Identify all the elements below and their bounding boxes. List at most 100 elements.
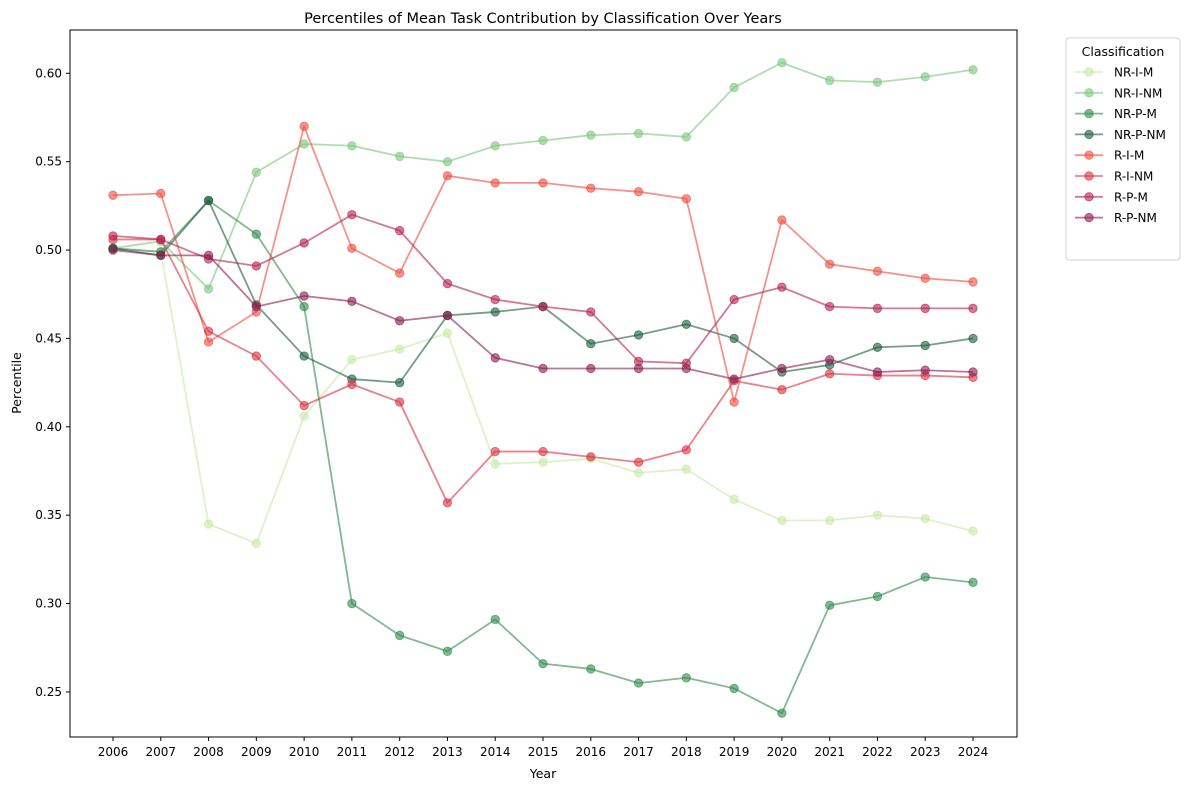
y-tick-label: 0.35 [35,508,62,522]
data-point [586,363,596,374]
data-point [968,526,978,536]
x-axis-label: Year [529,766,557,781]
series-nr-p-m [108,195,978,718]
legend-swatch-marker [1084,129,1094,140]
data-point [824,75,835,86]
data-point [299,301,309,312]
data-point [442,498,453,508]
data-point [777,708,787,718]
data-point [442,328,453,338]
data-point [347,296,357,307]
data-point [299,238,309,248]
data-point [108,190,118,200]
legend-label: R-P-NM [1114,211,1157,225]
data-point [251,301,262,312]
data-point [633,457,644,467]
data-point [729,333,739,344]
legend-swatch-marker [1084,88,1094,98]
data-point [490,459,500,469]
data-point [633,468,644,478]
data-point [156,188,166,199]
y-tick-label: 0.55 [35,155,62,169]
data-point [394,344,405,354]
series-line-nr-i-m [112,247,974,545]
data-point [777,57,787,68]
data-point [729,82,739,93]
data-point [872,367,883,377]
legend: Classification NR-I-M NR-I-NM NR-P-M NR-P-N… [1065,37,1181,261]
series-line-nr-i-nm [112,61,974,290]
data-point [633,330,644,340]
legend-swatch-marker [1084,67,1094,77]
x-axis: 2006 2007 2008 2009 2010 2011 2012 2013 2014 2015… [98,737,988,759]
x-tick-label: 2013 [432,745,463,759]
series-r-i-nm [108,234,978,508]
data-point [824,354,835,365]
data-point [872,591,883,602]
x-tick-label: 2014 [480,745,511,759]
data-point [203,195,214,206]
data-point [108,245,118,255]
x-tick-label: 2015 [528,745,559,759]
data-point [920,303,930,314]
data-point [299,411,309,421]
data-point [538,446,548,457]
data-point [203,519,214,529]
legend-item: NR-I-NM [1075,86,1162,100]
data-point [538,363,548,374]
data-point [442,278,453,289]
y-axis: 0.25 0.30 0.35 0.40 0.45 0.50 0.55 0.60 [35,66,70,699]
data-point [490,614,500,625]
data-point [777,384,787,395]
x-tick-label: 2023 [910,745,941,759]
data-point [729,494,739,504]
data-point [824,301,835,312]
legend-item: NR-P-NM [1075,128,1166,142]
data-point [633,363,644,374]
data-point [251,229,262,239]
data-point [394,225,405,236]
data-point [538,301,548,312]
data-point [586,452,596,462]
y-tick-label: 0.60 [35,66,62,80]
data-point [490,446,500,457]
data-point [920,340,930,351]
legend-items: NR-I-M NR-I-NM NR-P-M NR-P-NM R-I-M R-I-NM R-P… [1075,66,1166,225]
legend-label: NR-I-NM [1114,86,1162,100]
data-point [538,457,548,467]
data-point [872,510,883,520]
data-point [681,363,692,374]
chart-title: Percentiles of Mean Task Contribution by… [304,11,782,27]
data-point [729,397,739,407]
x-tick-label: 2021 [814,745,845,759]
y-axis-label: Percentile [9,352,24,414]
data-point [824,600,835,611]
data-point [108,231,118,241]
y-tick-label: 0.30 [35,597,62,611]
data-point [777,515,787,526]
series-nr-i-m [108,243,978,549]
data-point [920,72,930,82]
x-tick-label: 2010 [289,745,320,759]
data-point [490,141,500,151]
data-point [299,400,309,411]
data-point [442,310,453,321]
data-point [586,130,596,140]
x-tick-label: 2008 [193,745,224,759]
legend-label: R-P-M [1114,190,1148,204]
data-point [968,303,978,314]
data-point [968,65,978,75]
x-tick-label: 2012 [384,745,415,759]
data-point [203,337,214,347]
data-point [394,397,405,407]
data-point [347,354,357,365]
data-point [203,250,214,261]
data-point [586,307,596,317]
legend-swatch-marker [1084,192,1094,202]
y-tick-label: 0.45 [35,331,62,345]
x-tick-label: 2006 [98,745,129,759]
series-nr-p-nm [108,195,978,388]
data-point [729,294,739,305]
data-point [872,303,883,314]
